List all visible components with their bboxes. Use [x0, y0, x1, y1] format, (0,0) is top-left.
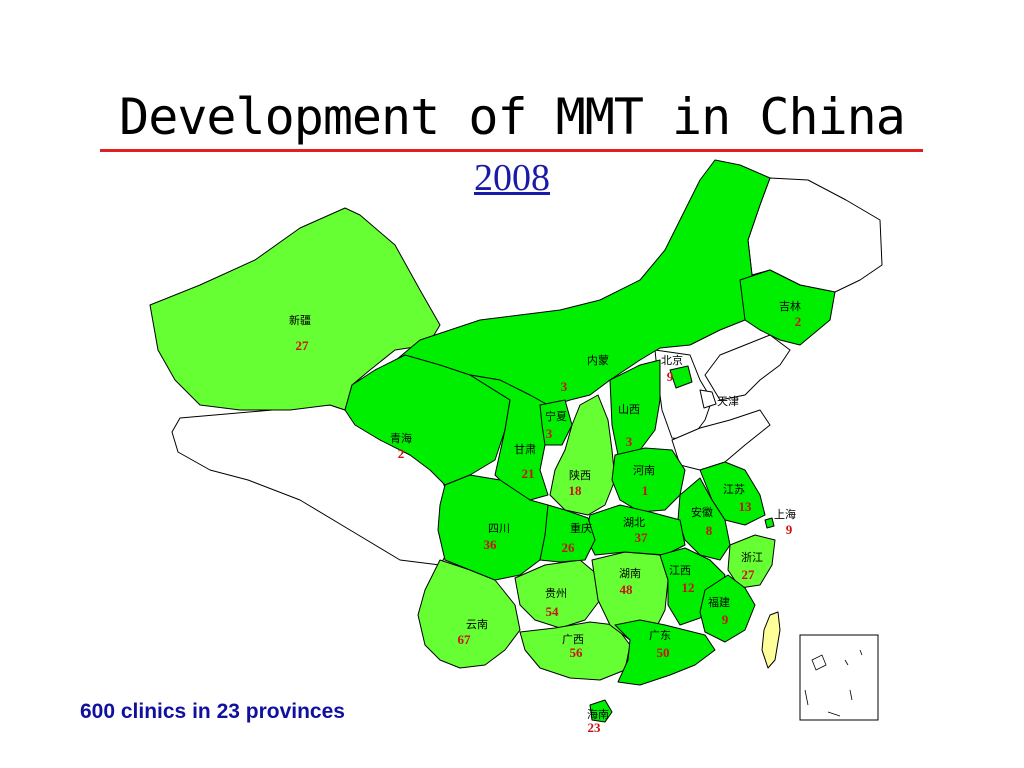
- province-value: 3: [546, 426, 553, 441]
- region-chongqing: [539, 504, 596, 563]
- province-name: 广东: [649, 629, 671, 642]
- province-name: 甘肃: [514, 443, 536, 456]
- region-tianjin: [699, 389, 717, 409]
- province-value: 2: [795, 314, 802, 329]
- province-name: 海南: [587, 707, 609, 721]
- province-name: 青海: [390, 431, 412, 445]
- province-name: 吉林: [779, 299, 801, 313]
- region-xinjiang: [149, 207, 441, 411]
- region-guizhou: [514, 559, 601, 629]
- province-name: 湖北: [623, 516, 645, 529]
- province-value: 21: [522, 466, 535, 481]
- province-name: 内蒙: [587, 353, 609, 367]
- province-value: 36: [484, 537, 498, 552]
- title-underline: [100, 149, 923, 152]
- province-value: 27: [296, 338, 310, 353]
- region-jilin: [739, 269, 836, 346]
- province-value: 50: [657, 645, 670, 660]
- province-name: 河南: [633, 464, 655, 477]
- region-shanghai: [764, 517, 775, 529]
- province-value: 56: [570, 645, 584, 660]
- region-gansu: [469, 374, 556, 501]
- region-zhejiang: [727, 534, 776, 589]
- province-name: 陕西: [569, 468, 591, 482]
- province-value: 27: [742, 567, 756, 582]
- slide-title: Development of MMT in China: [119, 88, 906, 146]
- province-value: 9: [786, 522, 793, 537]
- province-value: 3: [626, 434, 633, 449]
- province-value: 54: [546, 604, 560, 619]
- region-ningxia: [539, 399, 573, 446]
- region-shanxi: [609, 359, 661, 456]
- province-value: 23: [588, 720, 602, 735]
- province-name: 江苏: [723, 483, 745, 496]
- province-value: 3: [561, 379, 568, 394]
- province-name: 新疆: [289, 313, 311, 327]
- region-guangdong: [614, 619, 716, 686]
- province-name: 湖南: [619, 567, 641, 580]
- region-qinghai: [344, 354, 511, 486]
- region-shandong: [671, 409, 771, 471]
- year-label: 2008: [474, 157, 550, 199]
- region-shaanxi: [549, 394, 616, 516]
- province-name: 云南: [466, 618, 488, 631]
- region-taiwan: [761, 611, 781, 669]
- province-name: 安徽: [691, 505, 713, 519]
- province-name: 广西: [562, 633, 584, 646]
- province-value: 18: [569, 483, 583, 498]
- province-value: 9: [722, 612, 729, 627]
- province-name: 贵州: [545, 587, 567, 600]
- province-name: 四川: [488, 522, 510, 535]
- province-name: 上海: [774, 507, 796, 521]
- region-hainan: [589, 699, 613, 723]
- region-beijing: [669, 365, 693, 389]
- province-name: 北京: [661, 353, 683, 367]
- province-value: 13: [739, 499, 753, 514]
- province-value: 1: [642, 483, 649, 498]
- province-name: 福建: [708, 595, 730, 609]
- province-value: 8: [706, 523, 713, 538]
- province-value: 26: [562, 540, 576, 555]
- region-fujian: [699, 574, 756, 643]
- province-value: 67: [458, 632, 472, 647]
- province-name: 山西: [618, 403, 640, 416]
- region-liaoning: [704, 334, 791, 401]
- province-name: 江西: [669, 564, 691, 577]
- clinic-summary: 600 clinics in 23 provinces: [80, 700, 345, 723]
- province-value: 12: [682, 580, 695, 595]
- province-value: 48: [620, 582, 634, 597]
- south-china-sea-inset: [799, 634, 879, 721]
- province-name: 浙江: [741, 551, 763, 564]
- province-value: 2: [398, 446, 405, 461]
- province-name: 天津: [717, 395, 739, 408]
- province-name: 宁夏: [545, 409, 567, 423]
- province-value: 37: [635, 530, 649, 545]
- province-name: 重庆: [570, 521, 592, 535]
- province-value: 9: [667, 369, 674, 384]
- region-henan: [611, 447, 686, 513]
